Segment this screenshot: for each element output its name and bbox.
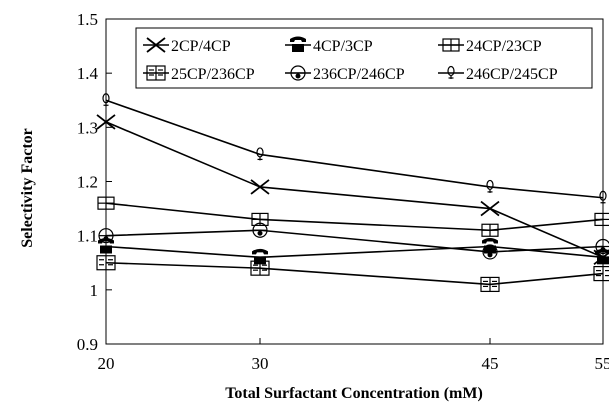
- legend-label: 236CP/246CP: [313, 66, 405, 83]
- circle-bar-marker: [252, 222, 268, 238]
- series-line: [105, 121, 604, 259]
- legend: 2CP/4CP 4CP/3CP 24CP/23CP 25CP/236CP 236CP/2…: [135, 27, 593, 89]
- phone-marker: [290, 36, 306, 52]
- bulb-marker: [486, 179, 494, 193]
- series-2cp-4cp: [96, 114, 609, 266]
- data-point: [96, 255, 116, 271]
- legend-item: 4CP/3CP: [285, 36, 373, 55]
- data-point: [486, 179, 494, 193]
- book-marker: [593, 265, 609, 282]
- x-marker: [96, 114, 116, 130]
- x-tick-label: 30: [252, 354, 269, 373]
- data-point: [252, 248, 268, 265]
- legend-item: 246CP/245CP: [438, 65, 558, 83]
- series-25cp-236cp: [96, 255, 609, 293]
- series-line: [105, 229, 604, 253]
- legend-item: 25CP/236CP: [143, 65, 255, 83]
- book-marker: [146, 65, 166, 81]
- box-cross-marker: [594, 212, 609, 227]
- bulb-marker: [599, 190, 607, 204]
- legend-item: 2CP/4CP: [143, 37, 231, 55]
- book-marker: [480, 276, 500, 293]
- data-point: [595, 238, 609, 255]
- box-cross-marker: [481, 223, 499, 237]
- legend-box: [135, 27, 593, 89]
- data-point: [96, 114, 116, 130]
- phone-marker: [482, 238, 498, 254]
- data-point: [482, 238, 498, 254]
- series-246cp-245cp: [102, 93, 607, 204]
- legend-label: 246CP/245CP: [466, 66, 558, 83]
- data-point: [481, 223, 499, 237]
- data-point: [480, 200, 500, 217]
- series-4cp-3cp: [98, 238, 609, 265]
- bulb-marker: [447, 65, 455, 79]
- data-point: [480, 276, 500, 293]
- x-tick-label: 20: [98, 354, 115, 373]
- data-point: [250, 179, 270, 195]
- y-tick-label: 1.3: [77, 118, 98, 137]
- data-point: [97, 196, 115, 210]
- series-24cp-23cp: [97, 196, 609, 237]
- legend-label: 4CP/3CP: [313, 38, 373, 55]
- circle-bar-marker: [290, 65, 306, 81]
- data-point: [594, 212, 609, 227]
- bulb-marker: [256, 147, 264, 161]
- y-tick-label: 0.9: [77, 335, 98, 354]
- data-point: [252, 222, 268, 238]
- data-point: [599, 190, 607, 204]
- series-line: [105, 261, 604, 286]
- legend-label: 24CP/23CP: [466, 38, 542, 55]
- y-tick-label: 1.4: [77, 64, 99, 83]
- x-axis-title: Total Surfactant Concentration (mM): [225, 385, 483, 402]
- book-marker: [96, 255, 116, 271]
- circle-bar-marker: [595, 238, 609, 255]
- phone-marker: [252, 248, 268, 265]
- legend-item: 24CP/23CP: [438, 38, 542, 55]
- series-line: [105, 245, 604, 259]
- legend-label: 25CP/236CP: [171, 66, 255, 83]
- data-point: [482, 244, 498, 260]
- box-cross-marker: [97, 196, 115, 210]
- legend-item: 236CP/246CP: [285, 65, 405, 83]
- data-point: [256, 147, 264, 161]
- data-point: [102, 93, 110, 107]
- x-tick-label: 55: [595, 354, 609, 373]
- series-236cp-246cp: [98, 222, 609, 260]
- legend-label: 2CP/4CP: [171, 38, 231, 55]
- x-axis-ticks: 20 30 45 55: [98, 338, 609, 373]
- x-tick-label: 45: [482, 354, 499, 373]
- book-marker: [250, 260, 270, 276]
- box-cross-marker: [442, 38, 460, 52]
- x-marker: [480, 200, 500, 217]
- circle-bar-marker: [98, 228, 114, 244]
- bulb-marker: [102, 93, 110, 107]
- series-line: [105, 99, 604, 199]
- data-point: [250, 260, 270, 276]
- y-tick-label: 1.5: [77, 10, 98, 29]
- x-marker: [146, 37, 166, 53]
- series-line: [105, 202, 604, 232]
- data-point: [593, 265, 609, 282]
- data-point: [98, 228, 114, 244]
- y-tick-label: 1.1: [77, 227, 98, 246]
- y-axis-title: Selectivity Factor: [19, 128, 36, 248]
- y-axis-ticks: 0.9 1 1.1 1.2 1.3 1.4 1.5: [77, 10, 112, 354]
- circle-bar-marker: [482, 244, 498, 260]
- y-tick-label: 1: [90, 281, 99, 300]
- y-tick-label: 1.2: [77, 173, 98, 192]
- x-marker: [250, 179, 270, 195]
- series-layer: [96, 93, 609, 293]
